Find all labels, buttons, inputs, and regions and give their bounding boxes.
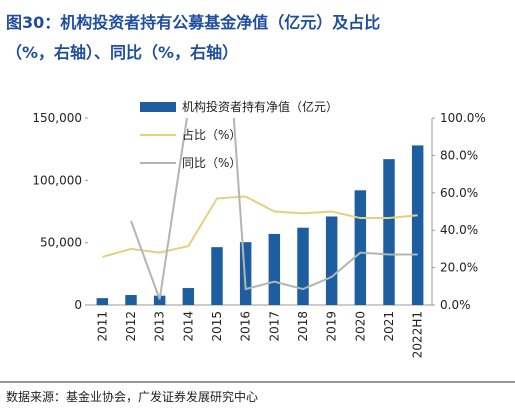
chart-title: 图30：机构投资者持有公募基金净值（亿元）及占比	[6, 13, 380, 32]
x-tick-label: 2016	[239, 311, 253, 342]
x-tick-label: 2013	[153, 311, 167, 342]
y2-tick-label: 80.0%	[440, 148, 478, 162]
y-tick-label: 50,000	[40, 236, 82, 250]
legend-label: 同比（%）	[182, 156, 241, 170]
y2-tick-label: 100.0%	[440, 111, 486, 125]
bar	[182, 288, 195, 305]
y2-tick-label: 60.0%	[440, 186, 478, 200]
bar	[153, 295, 166, 305]
x-tick-label: 2014	[181, 311, 195, 342]
x-tick-label: 2019	[325, 311, 339, 342]
legend-swatch	[140, 102, 176, 112]
x-tick-label: 2017	[267, 311, 281, 342]
x-tick-label: 2021	[382, 311, 396, 342]
bar	[239, 242, 252, 305]
x-tick-label: 2020	[353, 311, 367, 342]
bar	[211, 247, 223, 305]
x-tick-label: 2018	[296, 311, 310, 342]
y-tick-label: 150,000	[32, 111, 82, 125]
bar	[325, 216, 338, 305]
bar	[354, 190, 367, 305]
y2-tick-label: 20.0%	[440, 261, 478, 275]
bar	[125, 295, 137, 305]
y-tick-label: 0	[74, 298, 82, 312]
bar	[96, 298, 109, 305]
legend-label: 机构投资者持有净值（亿元）	[182, 99, 338, 114]
line	[130, 118, 418, 300]
x-tick-label: 2012	[124, 311, 138, 342]
x-tick-label: 2011	[95, 311, 109, 342]
legend-label: 占比（%）	[182, 127, 241, 142]
bar	[411, 145, 424, 305]
y-tick-label: 100,000	[32, 173, 82, 187]
bar	[297, 227, 309, 305]
x-tick-label: 2022H1	[411, 311, 425, 358]
chart-title: （%，右轴）、同比（%，右轴）	[6, 43, 238, 62]
bar	[383, 159, 395, 305]
bar	[268, 233, 281, 305]
y2-tick-label: 40.0%	[440, 223, 478, 237]
x-tick-label: 2015	[210, 311, 224, 342]
line	[102, 195, 418, 258]
source: 数据来源：基金业协会，广发证券发展研究中心	[6, 389, 258, 404]
y2-tick-label: 0.0%	[440, 298, 471, 312]
